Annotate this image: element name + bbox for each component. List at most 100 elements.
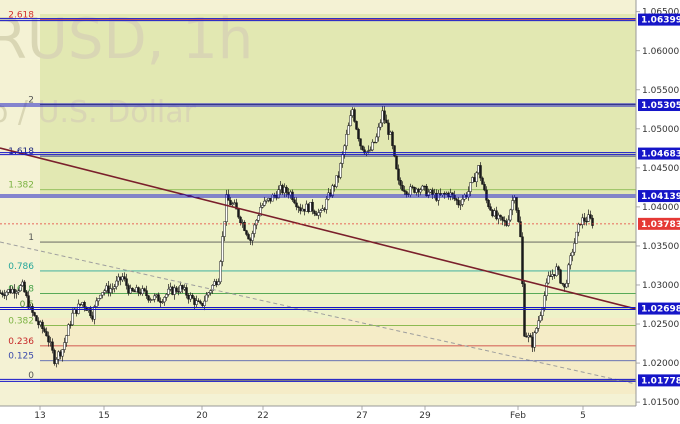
candle-body-157	[313, 210, 316, 214]
candle-body-57	[113, 286, 116, 289]
candle-body-163	[325, 198, 328, 210]
candle-body-189	[377, 126, 380, 138]
candle-body-68	[135, 287, 138, 293]
candle-body-179	[357, 129, 360, 140]
candle-body-83	[165, 294, 168, 298]
candle-body-252	[503, 220, 506, 222]
candle-body-127	[253, 224, 256, 234]
candle-body-148	[295, 202, 298, 208]
candle-body-222	[443, 193, 446, 195]
candle-body-229	[457, 200, 460, 206]
candle-body-61	[121, 276, 124, 281]
candle-body-24	[47, 335, 50, 343]
candle-body-109	[217, 281, 220, 286]
candle-body-10	[19, 285, 22, 292]
candle-body-74	[147, 295, 150, 301]
candle-body-112	[223, 221, 226, 237]
candle-body-84	[167, 288, 170, 295]
trend-line-main[interactable]	[0, 147, 637, 310]
candle-body-265	[529, 335, 532, 338]
time-axis[interactable]	[0, 406, 636, 424]
candle-body-71	[141, 288, 144, 294]
candle-body-72	[143, 288, 146, 291]
candle-body-79	[157, 294, 160, 302]
candle-body-13	[25, 291, 28, 296]
candle-body-254	[507, 219, 510, 226]
candle-body-155	[309, 201, 312, 212]
candle-body-188	[375, 136, 378, 143]
xtick-label-6: Feb	[510, 411, 526, 421]
candle-body-63	[125, 278, 128, 286]
candle-body-142	[283, 186, 286, 194]
candle-body-131	[261, 205, 264, 208]
xtick-label-7: 5	[580, 411, 586, 421]
candle-body-65	[129, 287, 132, 294]
candle-body-93	[185, 287, 188, 296]
candle-body-134	[267, 197, 270, 201]
ytick-label-10: 1.01500	[642, 398, 679, 408]
price-axis-ticks: 1.06500 1.06000 1.05500 1.05000 1.04500 1.040…	[636, 8, 679, 408]
candle-body-55	[109, 288, 112, 293]
candle-body-91	[181, 285, 184, 290]
trend-lines	[0, 147, 637, 385]
candle-body-198	[395, 155, 398, 170]
candle-body-286	[571, 251, 574, 257]
xtick-label-4: 27	[356, 411, 367, 421]
candle-body-95	[189, 294, 192, 300]
candle-body-296	[591, 217, 594, 226]
ytick-label-7: 1.03000	[642, 281, 679, 291]
candle-body-64	[127, 285, 130, 294]
trend-line-dashed[interactable]	[0, 241, 637, 385]
candle-body-184	[367, 150, 370, 152]
price-axis[interactable]	[636, 0, 680, 424]
candle-body-277	[553, 274, 556, 276]
candle-body-275	[549, 275, 552, 277]
time-axis-ticks: 13 15 20 22 27 29 Feb 5	[34, 406, 586, 421]
candle-body-246	[491, 209, 494, 217]
candle-body-14	[27, 295, 30, 309]
ytick-label-8: 1.02500	[642, 320, 679, 330]
candle-body-27	[53, 350, 56, 364]
candle-body-268	[535, 328, 538, 333]
candle-body-196	[391, 131, 394, 146]
candle-body-58	[115, 280, 118, 287]
candle-body-40	[79, 303, 82, 306]
fib-label-8: 0.382	[8, 317, 34, 327]
candle-body-156	[311, 201, 314, 212]
candle-body-214	[427, 191, 430, 197]
candle-body-187	[373, 141, 376, 144]
level-price-box-0	[638, 13, 680, 26]
candle-body-287	[573, 243, 576, 253]
candle-body-80	[159, 301, 162, 303]
ytick-label-9: 1.02000	[642, 359, 679, 369]
candle-body-193	[385, 119, 388, 124]
candle-body-239	[477, 165, 480, 174]
ytick-label-6: 1.03500	[642, 242, 679, 252]
candle-body-167	[333, 185, 336, 187]
candle-body-115	[229, 200, 232, 206]
candle-body-175	[349, 115, 352, 127]
candle-body-238	[475, 172, 478, 183]
candle-body-2	[3, 294, 6, 297]
candle-body-47	[93, 306, 96, 320]
candle-body-106	[211, 285, 214, 291]
candle-body-248	[495, 210, 498, 220]
candle-body-102	[203, 300, 206, 306]
candle-body-244	[487, 199, 490, 207]
candle-body-22	[43, 328, 46, 332]
candle-body-159	[317, 212, 320, 216]
watermark-symbol: RUSD, 1h	[0, 7, 253, 72]
candle-body-126	[251, 233, 254, 241]
candle-body-30	[59, 351, 62, 357]
level-price-box-4	[638, 302, 680, 315]
candle-body-81	[161, 301, 164, 303]
candle-body-125	[249, 238, 252, 241]
candle-body-240	[479, 165, 482, 179]
level-price-label-2: 1.04683	[641, 150, 680, 160]
candle-body-230	[459, 204, 462, 206]
candle-body-139	[277, 189, 280, 199]
candle-body-3	[5, 291, 8, 297]
candle-body-279	[557, 266, 560, 271]
